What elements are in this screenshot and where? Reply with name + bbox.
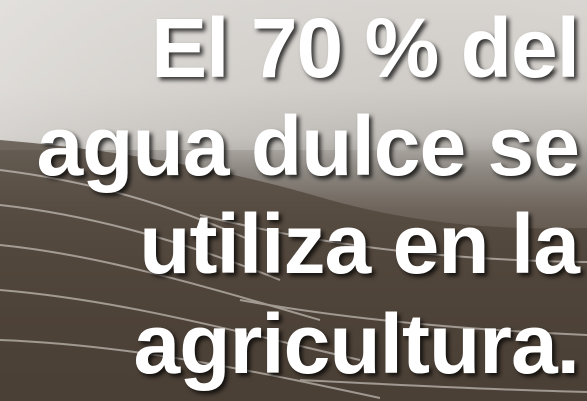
headline-line: utiliza en la: [139, 197, 580, 291]
headline-line: agricultura.: [133, 297, 580, 391]
headline-line: El 70 % del: [151, 1, 580, 95]
headline-line: agua dulce se: [36, 99, 580, 193]
